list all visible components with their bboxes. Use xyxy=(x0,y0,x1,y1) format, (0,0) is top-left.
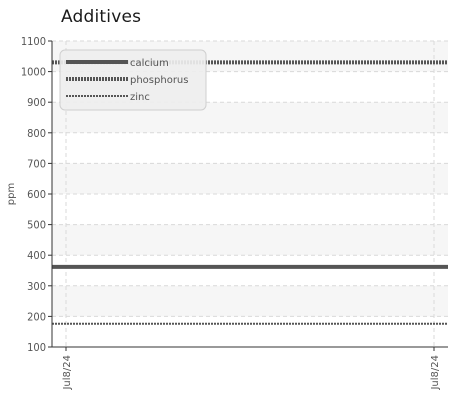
legend-label-phosphorus: phosphorus xyxy=(130,75,188,86)
y-tick-label: 400 xyxy=(27,249,46,262)
legend-label-calcium: calcium xyxy=(130,58,169,69)
plot-bands xyxy=(52,41,448,317)
plot-band xyxy=(52,224,448,256)
x-axis-ticks: Jul8/24 Jul8/24 xyxy=(62,347,441,391)
legend-label-zinc: zinc xyxy=(130,92,150,103)
y-axis-ticks: 100 200 300 400 500 600 700 800 900 1000 1100 xyxy=(21,35,52,354)
legend[interactable]: calcium phosphorus zinc xyxy=(59,49,207,111)
x-tick-label: Jul8/24 xyxy=(430,355,441,391)
y-tick-label: 300 xyxy=(27,280,46,293)
y-tick-label: 200 xyxy=(27,310,46,323)
x-tick-label: Jul8/24 xyxy=(62,355,73,391)
y-tick-label: 1100 xyxy=(21,35,46,48)
y-tick-label: 1000 xyxy=(21,66,46,79)
y-tick-label: 600 xyxy=(27,188,46,201)
y-axis-label: ppm xyxy=(6,183,17,205)
y-tick-label: 900 xyxy=(27,96,46,109)
plot-band xyxy=(52,163,448,194)
plot-band xyxy=(52,285,448,317)
y-tick-label: 700 xyxy=(27,157,46,170)
y-tick-label: 100 xyxy=(27,341,46,354)
y-tick-label: 800 xyxy=(27,127,46,140)
y-tick-label: 500 xyxy=(27,219,46,232)
chart-title: Additives xyxy=(61,7,142,27)
